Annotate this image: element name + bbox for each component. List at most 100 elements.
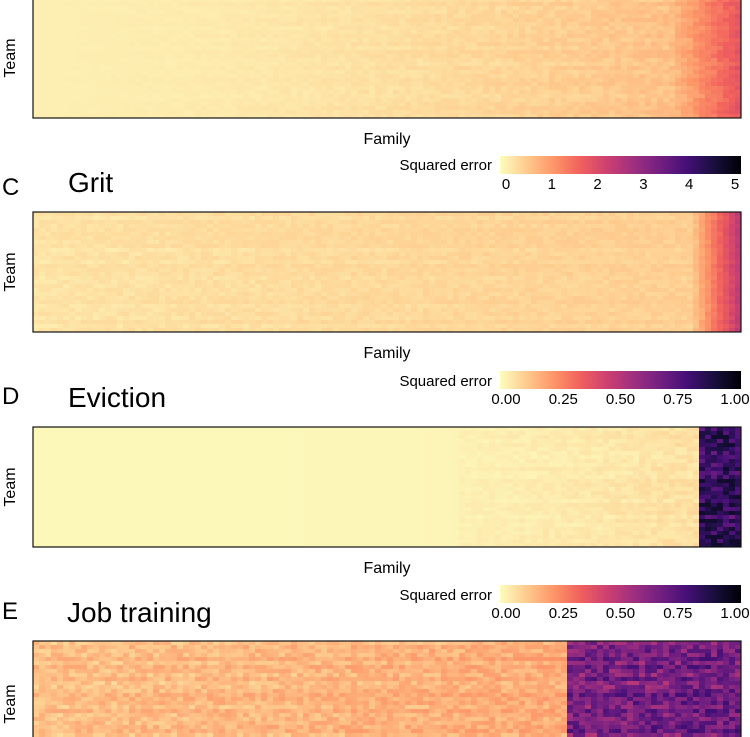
heatmap-cell: [237, 228, 244, 233]
heatmap-cell: [309, 38, 316, 43]
heatmap-cell: [525, 224, 532, 229]
heatmap-cell: [99, 2, 106, 7]
heatmap-cell: [309, 22, 316, 27]
heatmap-cell: [447, 114, 454, 119]
heatmap-cell: [705, 46, 712, 51]
heatmap-cell: [603, 248, 610, 253]
heatmap-cell: [369, 220, 376, 225]
heatmap-cell: [87, 42, 94, 47]
heatmap-cell: [543, 26, 550, 31]
heatmap-cell: [579, 256, 586, 261]
heatmap-cell: [255, 90, 262, 95]
heatmap-cell: [345, 212, 352, 217]
heatmap-cell: [717, 10, 724, 15]
heatmap-cell: [129, 38, 136, 43]
heatmap-cell: [459, 236, 466, 241]
heatmap-cell: [687, 30, 694, 35]
heatmap-cell: [447, 252, 454, 257]
heatmap-cell: [615, 22, 622, 27]
heatmap-cell: [399, 224, 406, 229]
heatmap-cell: [735, 216, 742, 221]
heatmap-cell: [273, 38, 280, 43]
heatmap-cell: [711, 18, 718, 23]
heatmap-cell: [573, 14, 580, 19]
heatmap-cell: [537, 54, 544, 59]
heatmap-cell: [375, 62, 382, 67]
heatmap-cell: [621, 240, 628, 245]
heatmap-cell: [363, 74, 370, 79]
heatmap-cell: [669, 58, 676, 63]
heatmap-cell: [417, 74, 424, 79]
heatmap-cell: [279, 58, 286, 63]
heatmap-cell: [339, 78, 346, 83]
heatmap-cell: [435, 86, 442, 91]
heatmap-cell: [489, 248, 496, 253]
heatmap-cell: [513, 90, 520, 95]
heatmap-cell: [303, 22, 310, 27]
heatmap-cell: [369, 66, 376, 71]
heatmap-cell: [675, 66, 682, 71]
heatmap-cell: [297, 86, 304, 91]
heatmap-cell: [699, 34, 706, 39]
heatmap-cell: [105, 240, 112, 245]
heatmap-cell: [471, 30, 478, 35]
heatmap-cell: [201, 46, 208, 51]
heatmap-cell: [33, 232, 40, 237]
heatmap-cell: [63, 86, 70, 91]
heatmap-cell: [573, 46, 580, 51]
heatmap-cell: [405, 228, 412, 233]
heatmap-cell: [57, 50, 64, 55]
heatmap-cell: [417, 228, 424, 233]
heatmap-cell: [381, 216, 388, 221]
heatmap-cell: [567, 86, 574, 91]
heatmap-cell: [147, 236, 154, 241]
heatmap-cell: [519, 98, 526, 103]
heatmap-cell: [63, 220, 70, 225]
heatmap-cell: [513, 114, 520, 119]
heatmap-cell: [489, 54, 496, 59]
heatmap-cell: [465, 30, 472, 35]
heatmap-cell: [309, 50, 316, 55]
heatmap-cell: [279, 212, 286, 217]
heatmap-cell: [405, 220, 412, 225]
heatmap-cell: [531, 106, 538, 111]
heatmap-cell: [231, 82, 238, 87]
heatmap-cell: [297, 66, 304, 71]
heatmap-cell: [273, 82, 280, 87]
heatmap-cell: [405, 18, 412, 23]
heatmap-cell: [327, 22, 334, 27]
heatmap-cell: [267, 224, 274, 229]
heatmap-cell: [645, 110, 652, 115]
heatmap-cell: [105, 220, 112, 225]
heatmap-cell: [237, 114, 244, 119]
heatmap-cell: [711, 22, 718, 27]
heatmap-cell: [75, 18, 82, 23]
heatmap-cell: [93, 50, 100, 55]
heatmap-cell: [201, 22, 208, 27]
heatmap-cell: [63, 14, 70, 19]
heatmap-cell: [87, 58, 94, 63]
heatmap-cell: [207, 10, 214, 15]
heatmap-cell: [561, 70, 568, 75]
heatmap-cell: [237, 94, 244, 99]
heatmap-cell: [657, 224, 664, 229]
heatmap-cell: [387, 62, 394, 67]
heatmap-cell: [639, 94, 646, 99]
heatmap-cell: [579, 86, 586, 91]
heatmap-cell: [375, 58, 382, 63]
heatmap-cell: [129, 58, 136, 63]
heatmap-cell: [465, 244, 472, 249]
heatmap-cell: [255, 212, 262, 217]
heatmap-cell: [657, 22, 664, 27]
heatmap-cell: [57, 102, 64, 107]
heatmap-cell: [645, 220, 652, 225]
heatmap-cell: [189, 6, 196, 11]
heatmap-cell: [375, 42, 382, 47]
heatmap-cell: [273, 240, 280, 245]
heatmap-cell: [471, 50, 478, 55]
heatmap-cell: [681, 58, 688, 63]
heatmap-cell: [657, 38, 664, 43]
heatmap-cell: [513, 34, 520, 39]
heatmap-cell: [585, 54, 592, 59]
heatmap-cell: [597, 2, 604, 7]
